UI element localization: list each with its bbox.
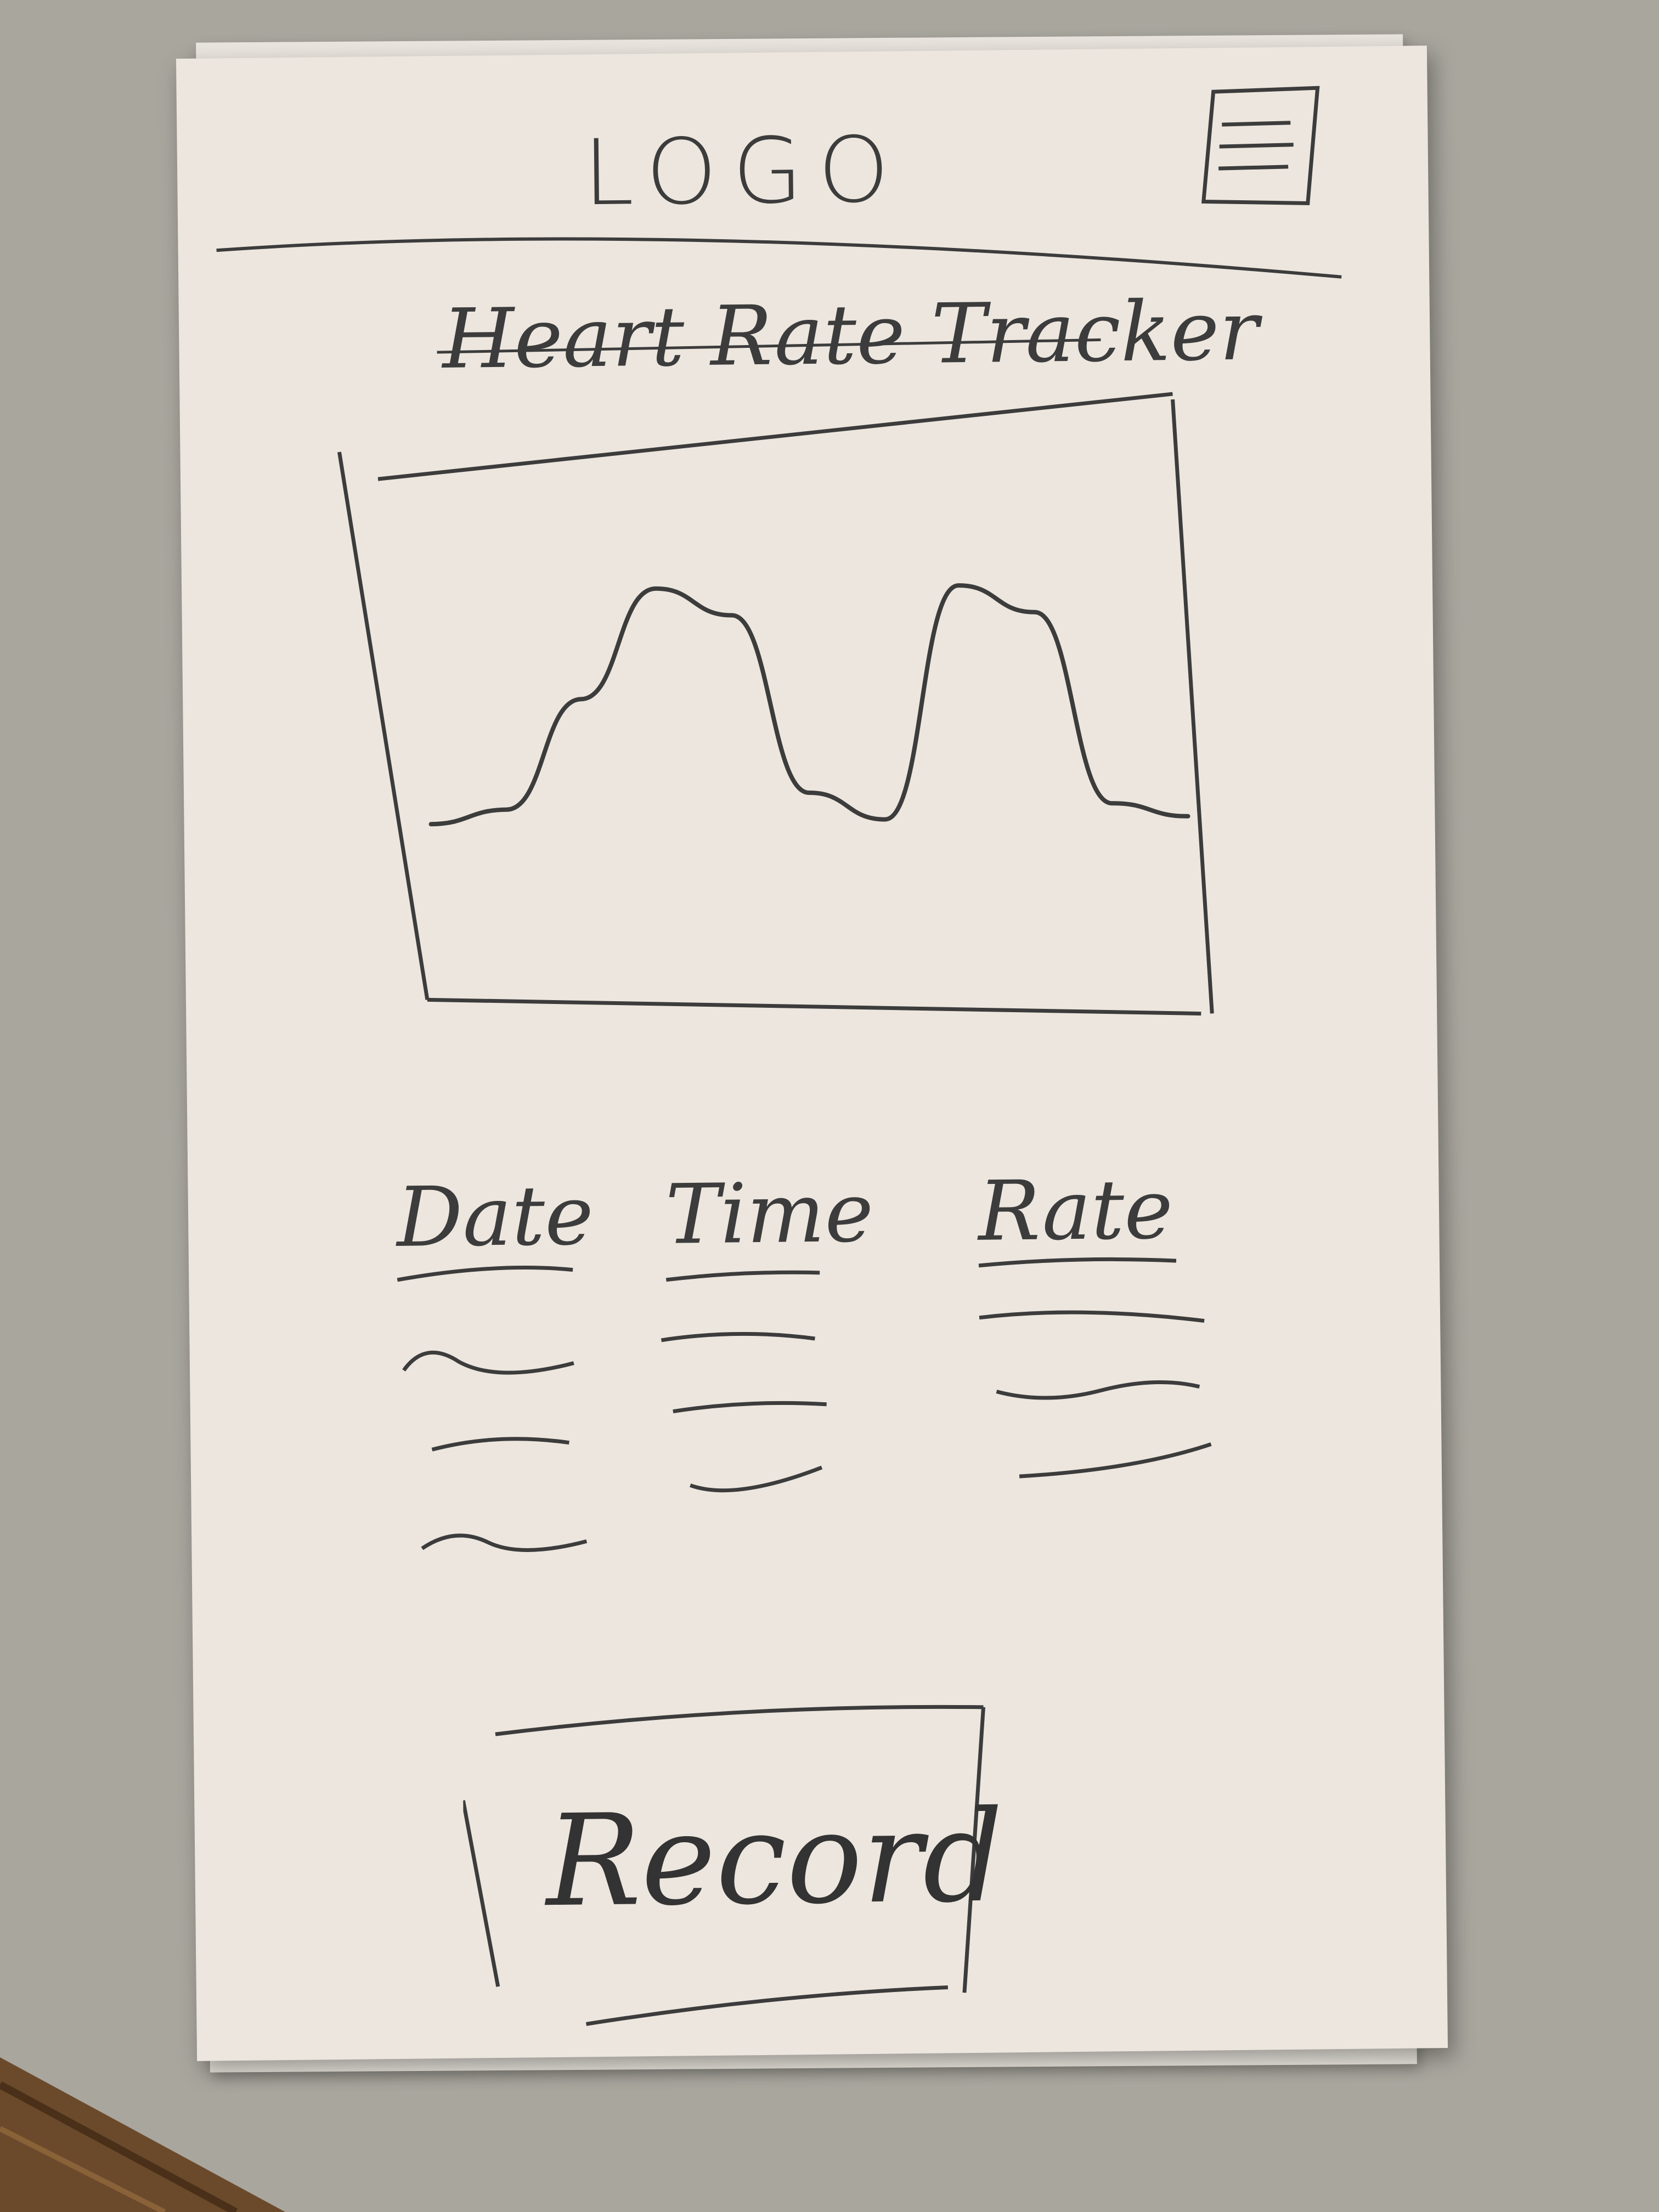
chart-frame-bottom: [427, 997, 1201, 1016]
chart-canvas: [337, 392, 1214, 1016]
column-header-rate: Rate: [978, 1162, 1173, 1260]
heart-rate-series-line: [428, 583, 1190, 827]
chart-frame-right: [1171, 399, 1214, 1014]
paper-sketch: LOGO Heart Rate Tracker Date Time Rate: [176, 46, 1448, 2061]
page-title: Heart Rate Tracker: [442, 283, 1259, 387]
column-header-time: Time: [665, 1165, 874, 1263]
column-header-date: Date: [396, 1168, 594, 1266]
header-divider: [216, 237, 1342, 354]
record-button-label: Record: [545, 1784, 1005, 1936]
chart-frame-left: [337, 452, 430, 1000]
record-button[interactable]: Record: [462, 1685, 1014, 2041]
menu-button[interactable]: [1191, 80, 1324, 213]
heart-rate-chart[interactable]: [317, 387, 1267, 1099]
logo: LOGO: [583, 117, 905, 226]
chart-frame-top: [377, 392, 1173, 481]
record-button-outline: [462, 1705, 985, 2026]
hamburger-menu-icon: [1201, 86, 1320, 206]
